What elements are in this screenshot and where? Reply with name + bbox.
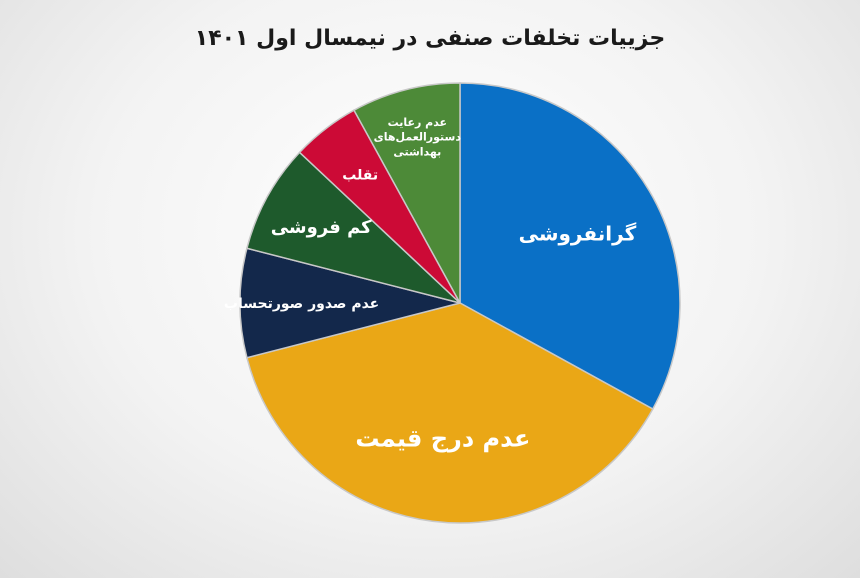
pie-label-5: تقلب (342, 167, 378, 183)
pie-slices (239, 82, 681, 524)
pie-label-3: عدم صدور صورتحساب (224, 296, 379, 312)
pie-labels: گرانفروشی عدم درج قیمت عدم صدور صورتحساب کم… (224, 116, 637, 453)
pie-label-2: عدم درج قیمت (355, 425, 530, 453)
pie-slice-6 (352, 82, 461, 304)
pie-slice-4 (245, 151, 461, 304)
chart-title: جزییات تخلفات صنفی در نیمسال اول ۱۴۰۱ (194, 26, 666, 51)
pie-label-1: گرانفروشی (519, 222, 637, 246)
pie-label-4: کم فروشی (271, 217, 372, 238)
pie-slice-2 (245, 302, 654, 524)
pie-label-6: عدم رعایت دستورالعمل‌های بهداشتی (374, 116, 462, 159)
pie-slice-3 (239, 247, 461, 359)
pie-slice-1 (459, 82, 681, 411)
